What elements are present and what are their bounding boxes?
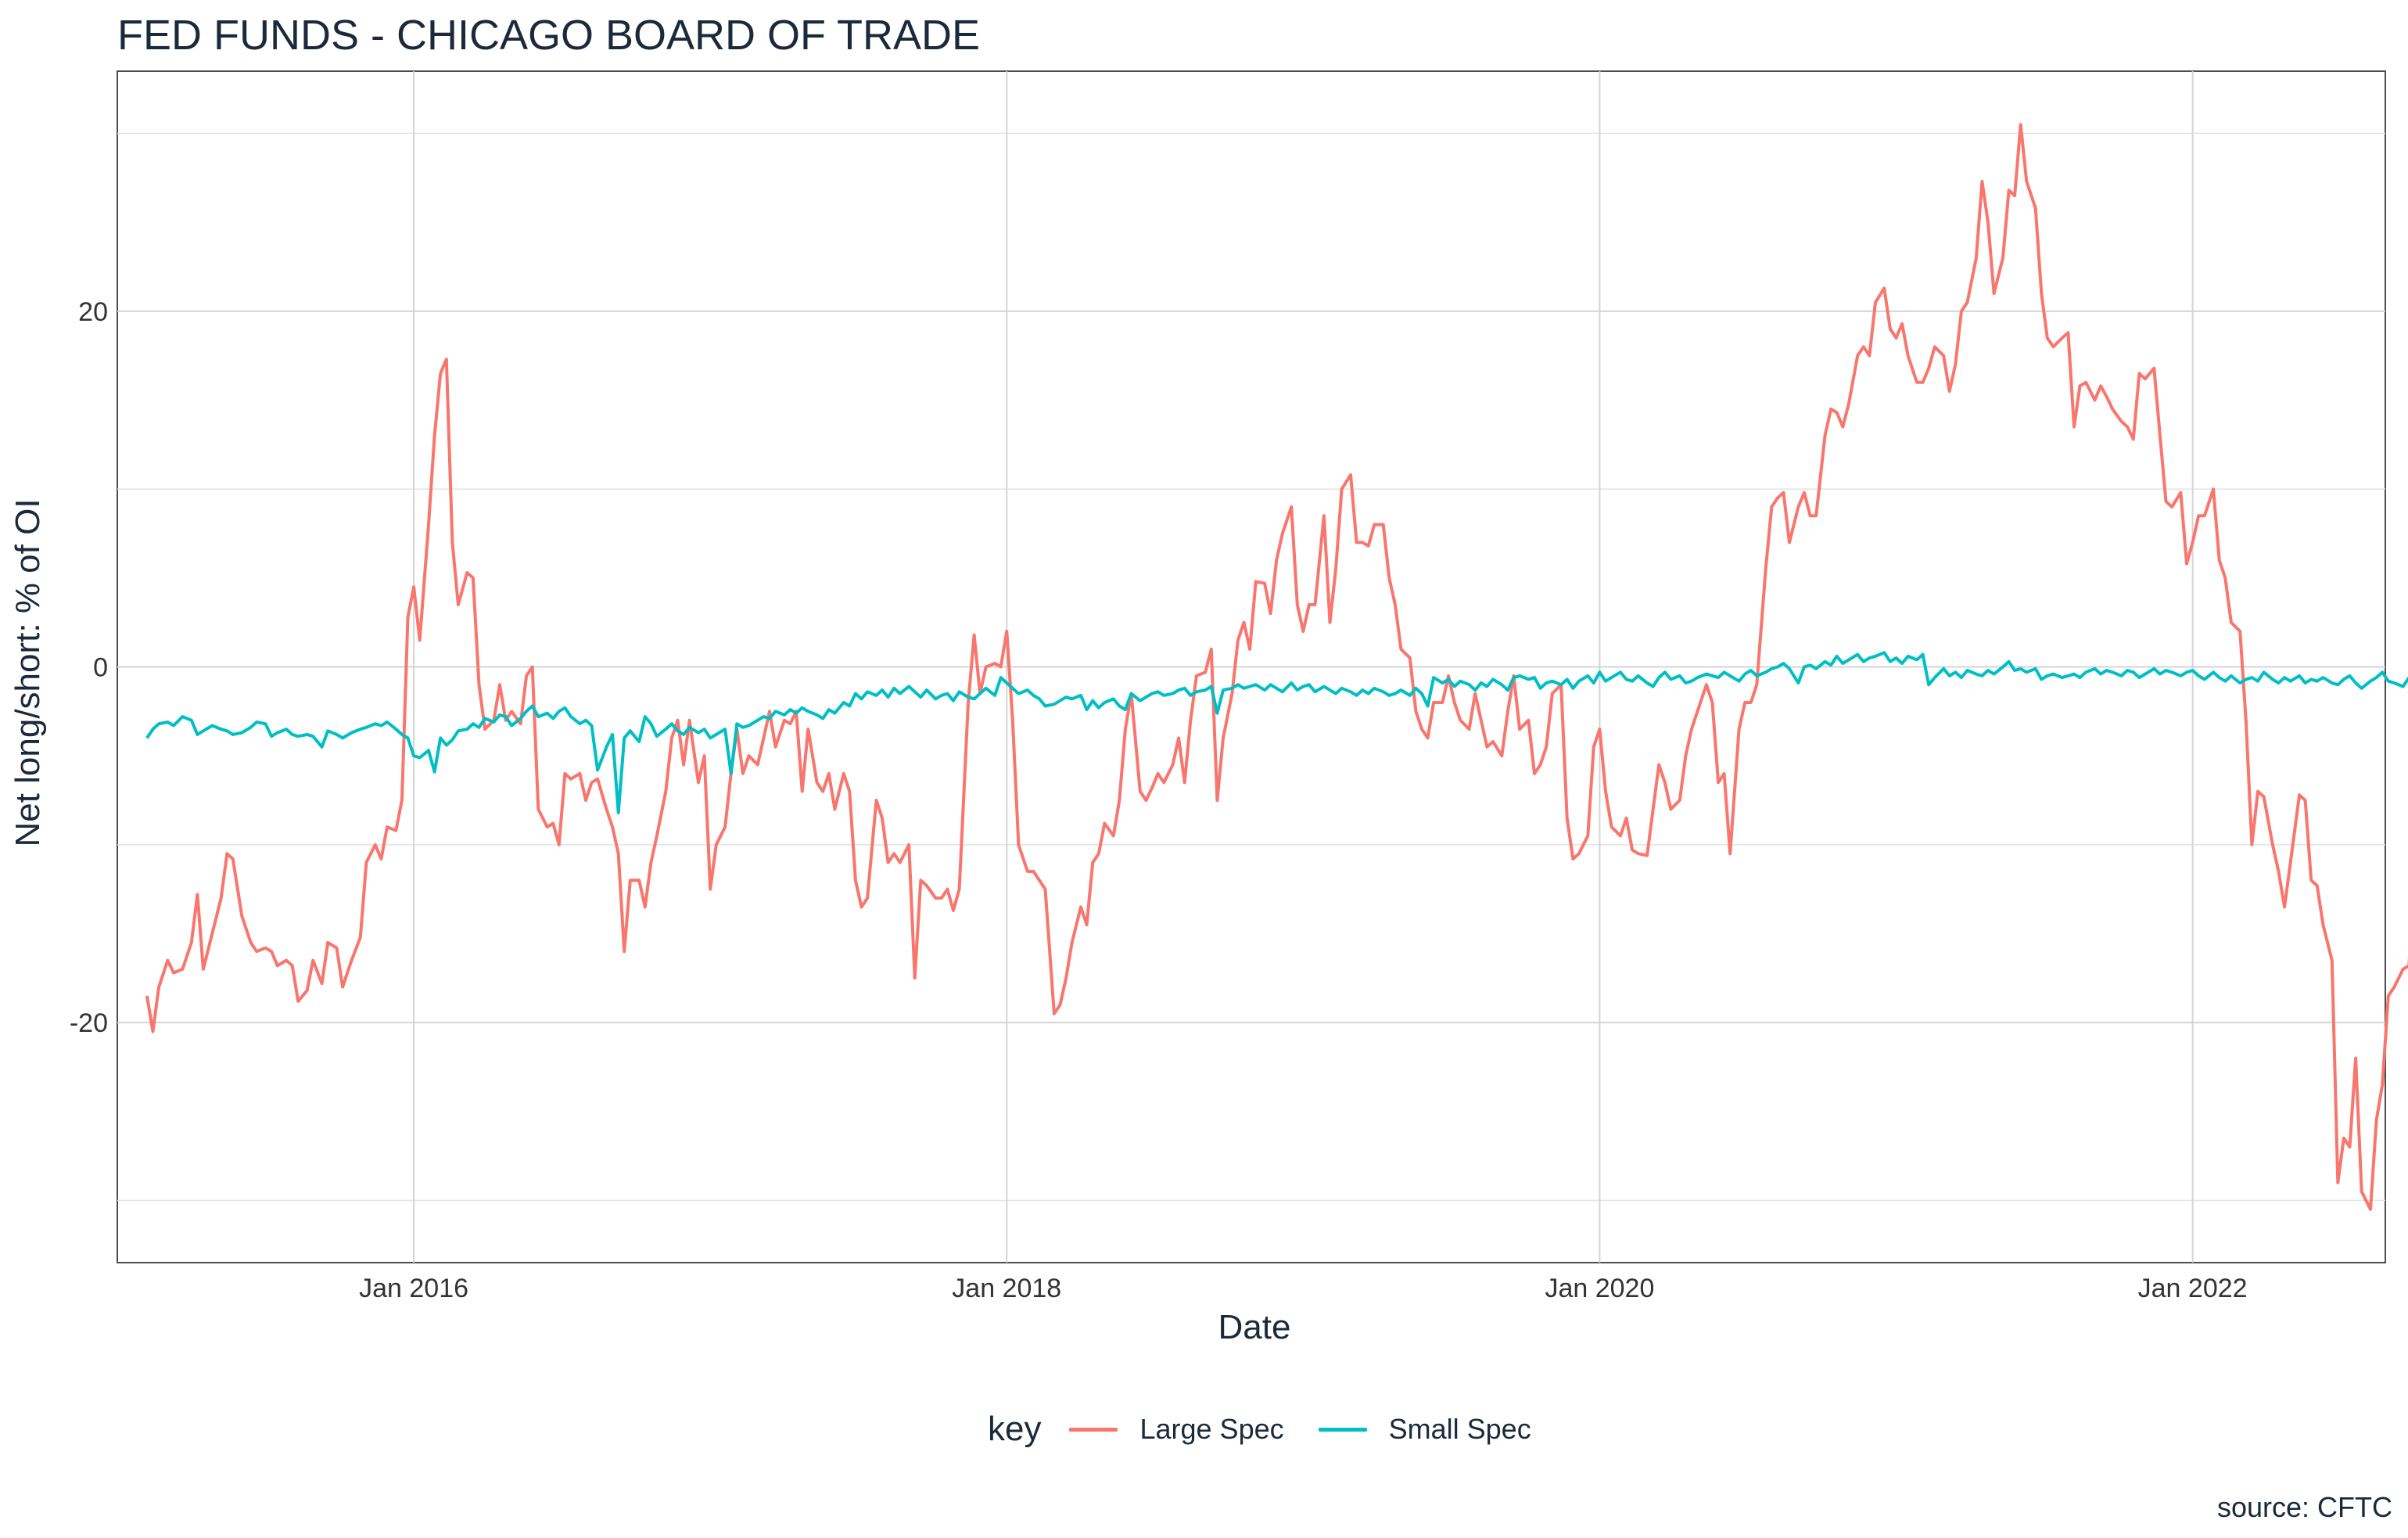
legend-title: key — [988, 1410, 1042, 1448]
series-line-small-spec — [145, 651, 2408, 814]
y-tick-label: 20 — [78, 297, 108, 327]
x-tick-label: Jan 2016 — [359, 1274, 468, 1303]
axis-ticks: 20 0 -20 Jan 2016 Jan 2018 Jan 2020 Jan 2022 — [70, 297, 2248, 1303]
legend-swatch-small-spec — [1318, 1427, 1367, 1432]
y-tick-label: -20 — [70, 1008, 108, 1038]
chart-title: FED FUNDS - CHICAGO BOARD OF TRADE — [117, 12, 981, 59]
x-tick-label: Jan 2022 — [2138, 1274, 2248, 1303]
x-axis-label: Date — [1218, 1308, 1291, 1346]
y-axis-label: Net long/short: % of OI — [9, 498, 47, 847]
legend-label-large-spec: Large Spec — [1139, 1413, 1284, 1445]
series-lines — [145, 123, 2408, 1211]
legend-item-large-spec: Large Spec — [1069, 1413, 1284, 1446]
legend-item-small-spec: Small Spec — [1318, 1413, 1531, 1446]
legend-label-small-spec: Small Spec — [1388, 1413, 1531, 1445]
x-tick-label: Jan 2020 — [1545, 1274, 1654, 1303]
source-caption: source: CFTC — [2216, 1491, 2392, 1523]
y-tick-label: 0 — [93, 653, 108, 683]
x-tick-label: Jan 2018 — [952, 1274, 1061, 1303]
gridlines — [117, 71, 2385, 1263]
legend-swatch-large-spec — [1069, 1427, 1118, 1432]
series-line-large-spec — [145, 123, 2408, 1211]
legend: key Large Spec Small Spec — [988, 1410, 1566, 1449]
